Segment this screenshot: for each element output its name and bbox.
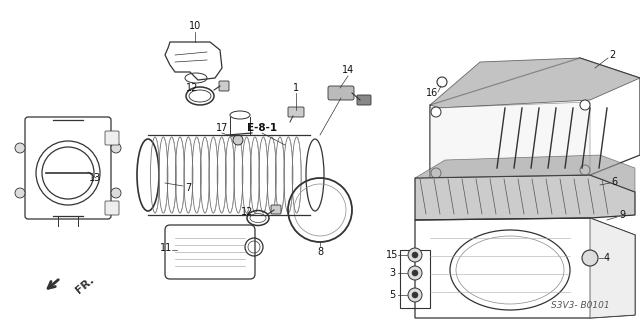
FancyBboxPatch shape <box>219 81 229 91</box>
Circle shape <box>412 252 418 258</box>
Text: 16: 16 <box>426 88 438 98</box>
Text: 1: 1 <box>293 83 299 93</box>
Text: 11: 11 <box>160 243 172 253</box>
Text: E-8-1: E-8-1 <box>247 123 277 133</box>
Text: S3V3- B0101: S3V3- B0101 <box>550 300 609 309</box>
Circle shape <box>437 77 447 87</box>
Circle shape <box>412 270 418 276</box>
Polygon shape <box>590 218 635 318</box>
Text: 4: 4 <box>604 253 610 263</box>
Text: 5: 5 <box>389 290 395 300</box>
FancyBboxPatch shape <box>105 201 119 215</box>
Polygon shape <box>430 58 640 108</box>
FancyBboxPatch shape <box>271 205 281 214</box>
Circle shape <box>431 168 441 178</box>
Text: 6: 6 <box>611 177 617 187</box>
Text: 17: 17 <box>216 123 228 133</box>
Bar <box>400 250 430 308</box>
Circle shape <box>408 266 422 280</box>
Circle shape <box>15 188 25 198</box>
FancyBboxPatch shape <box>328 86 354 100</box>
Polygon shape <box>415 155 635 192</box>
Circle shape <box>582 250 598 266</box>
Circle shape <box>412 292 418 298</box>
Circle shape <box>233 135 243 145</box>
Circle shape <box>431 107 441 117</box>
Text: 3: 3 <box>389 268 395 278</box>
Polygon shape <box>415 175 635 220</box>
Circle shape <box>580 100 590 110</box>
Text: 7: 7 <box>185 183 191 193</box>
Circle shape <box>111 188 121 198</box>
Text: 14: 14 <box>342 65 354 75</box>
FancyBboxPatch shape <box>105 131 119 145</box>
Text: 9: 9 <box>619 210 625 220</box>
Circle shape <box>15 143 25 153</box>
Circle shape <box>111 143 121 153</box>
Circle shape <box>580 165 590 175</box>
Ellipse shape <box>230 111 250 119</box>
Text: 15: 15 <box>386 250 398 260</box>
Text: 12: 12 <box>186 83 198 93</box>
Text: 8: 8 <box>317 247 323 257</box>
Text: 13: 13 <box>89 173 101 183</box>
Text: FR.: FR. <box>74 275 96 296</box>
Circle shape <box>408 288 422 302</box>
Text: 10: 10 <box>189 21 201 31</box>
Text: 2: 2 <box>609 50 615 60</box>
Text: 12: 12 <box>241 207 253 217</box>
FancyBboxPatch shape <box>357 95 371 105</box>
Circle shape <box>408 248 422 262</box>
FancyBboxPatch shape <box>288 107 304 117</box>
Polygon shape <box>430 102 590 178</box>
